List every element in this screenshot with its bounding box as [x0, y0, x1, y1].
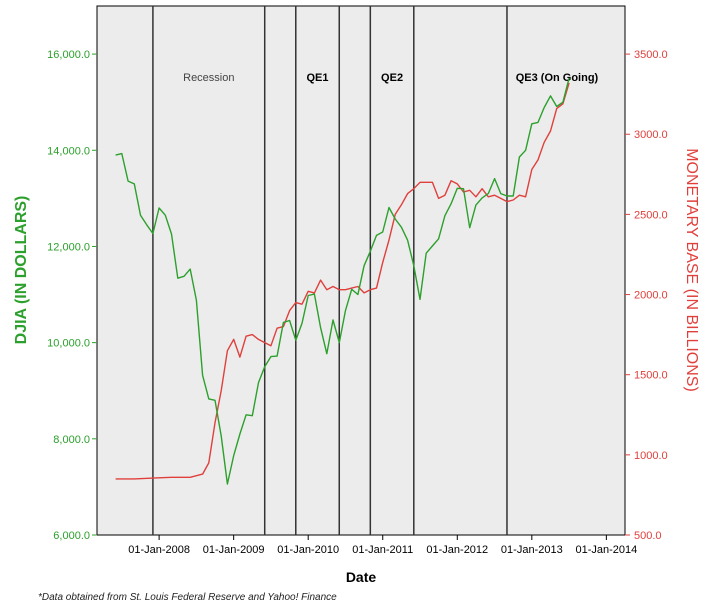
right-tick-label: 1000.0 — [634, 450, 668, 462]
x-tick-label: 01-Jan-2008 — [128, 544, 190, 556]
period-label: QE3 (On Going) — [516, 72, 599, 84]
x-tick-label: 01-Jan-2009 — [203, 544, 265, 556]
right-tick-label: 2500.0 — [634, 209, 668, 221]
period-lines — [152, 6, 508, 535]
left-y-axis: 6,000.0 8,000.0 10,000.0 12,000.0 14,000.0 16… — [47, 49, 97, 542]
left-tick-label: 14,000.0 — [47, 145, 90, 157]
left-tick-label: 10,000.0 — [47, 338, 90, 350]
x-tick-label: 01-Jan-2013 — [501, 544, 563, 556]
right-y-axis: 500.0 1000.0 1500.0 2000.0 2500.0 3000.0 3500.… — [625, 49, 668, 542]
period-label: Recession — [183, 72, 234, 84]
left-tick-label: 16,000.0 — [47, 49, 90, 61]
left-tick-label: 12,000.0 — [47, 241, 90, 253]
right-tick-label: 3000.0 — [634, 129, 668, 141]
series-line-monetary-base — [115, 82, 570, 480]
period-label: QE2 — [381, 72, 403, 84]
x-tick-label: 01-Jan-2014 — [575, 544, 637, 556]
left-tick-label: 6,000.0 — [53, 530, 90, 542]
plot-background — [96, 5, 626, 536]
y-axis-left-title: DJIA (IN DOLLARS) — [13, 196, 30, 345]
x-axis: 01-Jan-2008 01-Jan-2009 01-Jan-2010 01-Jan-… — [128, 535, 637, 556]
x-tick-label: 01-Jan-2011 — [352, 544, 413, 556]
right-tick-label: 1500.0 — [634, 370, 668, 382]
right-tick-label: 500.0 — [634, 530, 662, 542]
right-tick-label: 3500.0 — [634, 49, 668, 61]
period-label: QE1 — [307, 72, 329, 84]
series-layer — [115, 77, 570, 485]
left-tick-label: 8,000.0 — [53, 434, 90, 446]
y-axis-right-title: MONETARY BASE (IN BILLIONS) — [683, 148, 700, 392]
x-tick-label: 01-Jan-2010 — [277, 544, 339, 556]
x-tick-label: 01-Jan-2012 — [426, 544, 488, 556]
x-axis-title: Date — [346, 569, 377, 585]
right-tick-label: 2000.0 — [634, 290, 668, 302]
source-note: *Data obtained from St. Louis Federal Re… — [38, 592, 337, 603]
series-line-djia — [115, 77, 570, 485]
period-labels: Recession QE1 QE2 QE3 (On Going) — [183, 72, 598, 84]
